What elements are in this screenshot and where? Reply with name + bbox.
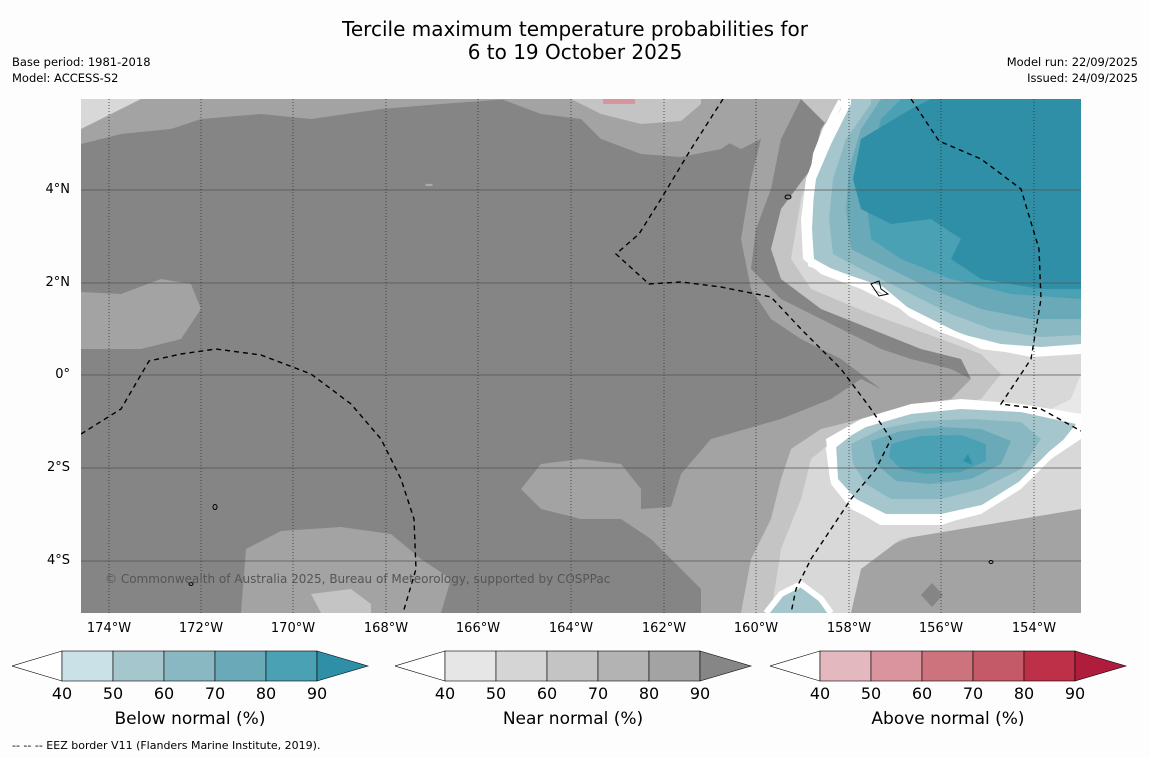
legend-below-swatch-4 xyxy=(214,650,267,682)
legend-above-swatch-1 xyxy=(819,650,872,682)
below-region-corner-white xyxy=(763,580,834,613)
lon-label-162w: 162°W xyxy=(641,621,687,636)
legend-below-tick: 40 xyxy=(51,684,73,703)
legend-below-colorbar xyxy=(12,650,370,682)
lon-label-174w: 174°W xyxy=(86,621,132,636)
legend-near-swatch-6 xyxy=(699,650,753,682)
lat-label-2n: 2°N xyxy=(45,275,71,290)
legend-near-swatch-0 xyxy=(395,650,446,682)
below-region-bottom-80 xyxy=(889,435,986,474)
lon-label-170w: 170°W xyxy=(270,621,316,636)
above-region-top xyxy=(603,99,635,104)
lat-label-4s: 4°S xyxy=(46,553,70,568)
lon-label-154w: 154°W xyxy=(1011,621,1057,636)
legend-below-swatch-2 xyxy=(112,650,165,682)
issued-date: Issued: 24/09/2025 xyxy=(1027,71,1138,85)
legend-near-swatch-1 xyxy=(444,650,497,682)
legend-below-swatch-0 xyxy=(12,650,63,682)
legend-below-normal xyxy=(12,650,370,684)
meta-left: Base period: 1981-2018 Model: ACCESS-S2 xyxy=(12,54,151,86)
map-canvas xyxy=(81,99,1081,613)
lon-label-166w: 166°W xyxy=(455,621,501,636)
islands xyxy=(188,183,994,586)
legend-below-swatch-5 xyxy=(265,650,318,682)
legend-below-tick: 50 xyxy=(102,684,124,703)
legend-below-swatch-6 xyxy=(316,650,370,682)
legend-near-tick: 60 xyxy=(536,684,558,703)
legend-near-swatch-2 xyxy=(495,650,548,682)
lat-gridlines xyxy=(81,189,1081,562)
model-name: Model: ACCESS-S2 xyxy=(12,71,119,85)
legend-below-tick: 70 xyxy=(204,684,226,703)
legend-above-tick: 40 xyxy=(809,684,831,703)
below-region-top-90 xyxy=(853,99,1081,289)
lon-label-156w: 156°W xyxy=(918,621,964,636)
legend-above-colorbar xyxy=(770,650,1128,682)
copyright-text: © Commonwealth of Australia 2025, Bureau… xyxy=(105,572,611,586)
legend-near-normal xyxy=(395,650,753,684)
legend-above-tick: 90 xyxy=(1064,684,1086,703)
title-line-1: Tercile maximum temperature probabilitie… xyxy=(342,17,808,41)
base-period: Base period: 1981-2018 xyxy=(12,55,151,69)
legend-above-swatch-2 xyxy=(870,650,923,682)
near-region-bottom-left-2 xyxy=(311,589,371,613)
legend-near-title: Near normal (%) xyxy=(502,709,644,729)
legend-above-swatch-6 xyxy=(1074,650,1128,682)
near-region-top xyxy=(81,99,781,149)
legend-near-swatch-3 xyxy=(546,650,599,682)
lon-label-158w: 158°W xyxy=(826,621,872,636)
legend-above-swatch-5 xyxy=(1023,650,1076,682)
eez-footnote: -- -- -- EEZ border V11 (Flanders Marine… xyxy=(12,739,321,752)
legend-below-tick: 90 xyxy=(306,684,328,703)
model-run: Model run: 22/09/2025 xyxy=(1006,55,1138,69)
below-region-bottom-90 xyxy=(963,454,973,465)
contour-line-top xyxy=(805,99,1081,358)
legend-near-tick: 50 xyxy=(485,684,507,703)
contour-line-bottom xyxy=(825,401,1081,525)
lat-label-0: 0° xyxy=(55,367,70,382)
legend-near-tick: 70 xyxy=(587,684,609,703)
lon-label-172w: 172°W xyxy=(178,621,224,636)
lon-label-168w: 168°W xyxy=(363,621,409,636)
near-region-bottom-left xyxy=(241,527,451,613)
near-region-right xyxy=(741,99,981,409)
legend-near-tick: 90 xyxy=(689,684,711,703)
lon-label-164w: 164°W xyxy=(548,621,594,636)
legend-below-tick: 80 xyxy=(255,684,277,703)
meta-right: Model run: 22/09/2025 Issued: 24/09/2025 xyxy=(1007,54,1138,86)
near-region-top-2 xyxy=(501,99,771,157)
legend-above-tick: 80 xyxy=(1013,684,1035,703)
legend-above-swatch-0 xyxy=(770,650,821,682)
lat-label-2s: 2°S xyxy=(46,460,70,475)
legend-above-normal xyxy=(770,650,1128,684)
lon-label-160w: 160°W xyxy=(733,621,779,636)
near-region-left xyxy=(81,279,201,349)
probability-map xyxy=(81,99,1081,613)
legend-above-tick: 50 xyxy=(860,684,882,703)
legend-near-swatch-4 xyxy=(597,650,650,682)
near-region-top-3 xyxy=(571,99,701,124)
legend-below-title: Below normal (%) xyxy=(114,709,266,729)
map-title: Tercile maximum temperature probabilitie… xyxy=(0,18,1150,64)
legend-above-tick: 70 xyxy=(962,684,984,703)
legend-below-swatch-1 xyxy=(61,650,114,682)
legend-near-tick: 40 xyxy=(434,684,456,703)
legend-near-swatch-5 xyxy=(648,650,701,682)
legend-below-tick: 60 xyxy=(153,684,175,703)
title-line-2: 6 to 19 October 2025 xyxy=(467,40,683,64)
eez-borders xyxy=(81,99,1081,613)
near-region-top-4 xyxy=(81,99,141,129)
legend-near-tick: 80 xyxy=(638,684,660,703)
legend-above-tick: 60 xyxy=(911,684,933,703)
legend-above-swatch-3 xyxy=(921,650,974,682)
lat-label-4n: 4°N xyxy=(45,182,71,197)
legend-near-colorbar xyxy=(395,650,753,682)
legend-above-swatch-4 xyxy=(972,650,1025,682)
below-region-corner xyxy=(766,584,831,613)
legend-above-title: Above normal (%) xyxy=(871,709,1025,729)
legend-below-swatch-3 xyxy=(163,650,216,682)
near-diamond xyxy=(921,583,943,607)
